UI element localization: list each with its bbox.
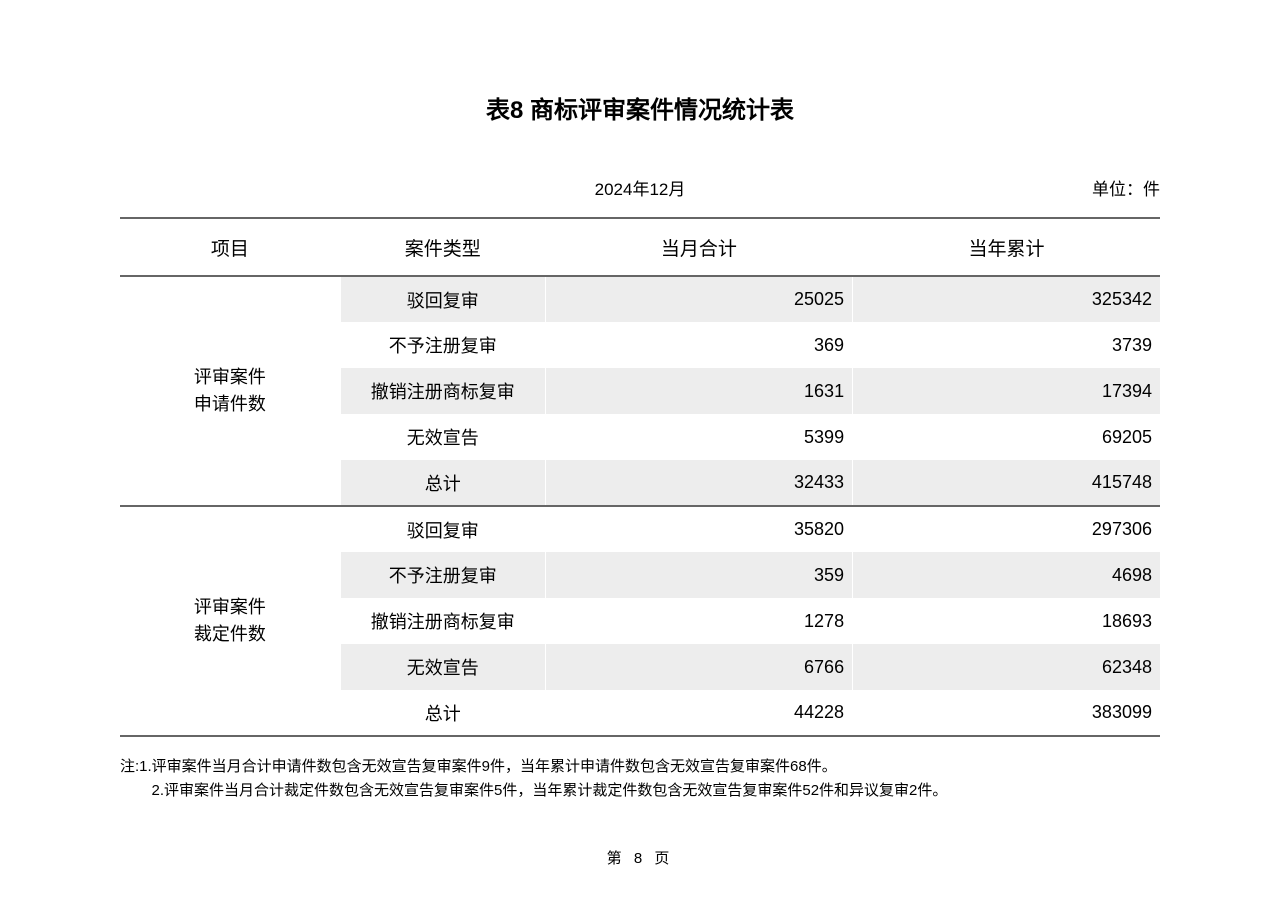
report-unit: 单位：件: [1092, 175, 1160, 200]
cell-month: 369: [545, 322, 852, 368]
page-number: 第 8 页: [0, 847, 1280, 868]
cell-year: 17394: [853, 368, 1160, 414]
cell-type: 驳回复审: [340, 506, 545, 552]
cell-month: 359: [545, 552, 852, 598]
col-header-month: 当月合计: [545, 218, 852, 276]
footnotes: 注:1.评审案件当月合计申请件数包含无效宣告复审案件9件，当年累计申请件数包含无…: [120, 755, 1160, 803]
cell-type: 撤销注册商标复审: [340, 598, 545, 644]
cell-month: 1278: [545, 598, 852, 644]
footnote-line-2: 2.评审案件当月合计裁定件数包含无效宣告复审案件5件，当年累计裁定件数包含无效宣…: [120, 779, 1160, 803]
page-container: 表8 商标评审案件情况统计表 2024年12月 单位：件 项目 案件类型 当月合…: [0, 0, 1280, 904]
cell-type: 总计: [340, 690, 545, 736]
cell-type: 撤销注册商标复审: [340, 368, 545, 414]
cell-type: 驳回复审: [340, 276, 545, 322]
cell-year: 383099: [853, 690, 1160, 736]
cell-month: 32433: [545, 460, 852, 506]
cell-year: 3739: [853, 322, 1160, 368]
cell-year: 297306: [853, 506, 1160, 552]
cell-type: 总计: [340, 460, 545, 506]
cell-month: 35820: [545, 506, 852, 552]
cell-type: 不予注册复审: [340, 322, 545, 368]
cell-year: 18693: [853, 598, 1160, 644]
group-label-decisions: 评审案件裁定件数: [120, 506, 340, 736]
col-header-year: 当年累计: [853, 218, 1160, 276]
cell-year: 69205: [853, 414, 1160, 460]
cell-type: 无效宣告: [340, 414, 545, 460]
page-title: 表8 商标评审案件情况统计表: [120, 90, 1160, 125]
stats-table: 项目 案件类型 当月合计 当年累计 评审案件申请件数 驳回复审 25025 32…: [120, 217, 1160, 737]
col-header-type: 案件类型: [340, 218, 545, 276]
table-header-row: 项目 案件类型 当月合计 当年累计: [120, 218, 1160, 276]
table-row: 评审案件裁定件数 驳回复审 35820 297306: [120, 506, 1160, 552]
col-header-item: 项目: [120, 218, 340, 276]
cell-year: 325342: [853, 276, 1160, 322]
report-date: 2024年12月: [595, 175, 686, 200]
cell-year: 415748: [853, 460, 1160, 506]
group-label-applications: 评审案件申请件数: [120, 276, 340, 506]
cell-type: 不予注册复审: [340, 552, 545, 598]
cell-month: 5399: [545, 414, 852, 460]
cell-month: 25025: [545, 276, 852, 322]
cell-year: 4698: [853, 552, 1160, 598]
cell-type: 无效宣告: [340, 644, 545, 690]
cell-month: 6766: [545, 644, 852, 690]
cell-month: 44228: [545, 690, 852, 736]
footnote-line-1: 注:1.评审案件当月合计申请件数包含无效宣告复审案件9件，当年累计申请件数包含无…: [120, 755, 1160, 779]
cell-month: 1631: [545, 368, 852, 414]
cell-year: 62348: [853, 644, 1160, 690]
meta-row: 2024年12月 单位：件: [120, 175, 1160, 205]
table-row: 评审案件申请件数 驳回复审 25025 325342: [120, 276, 1160, 322]
